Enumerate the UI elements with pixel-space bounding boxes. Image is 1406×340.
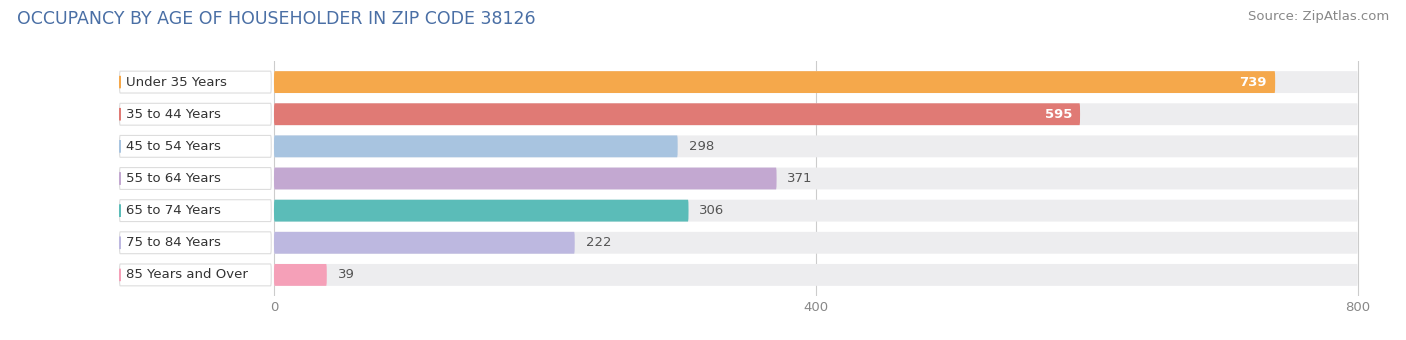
FancyBboxPatch shape: [274, 168, 1358, 189]
FancyBboxPatch shape: [120, 71, 271, 93]
Text: 306: 306: [699, 204, 724, 217]
Text: 222: 222: [585, 236, 612, 249]
FancyBboxPatch shape: [120, 200, 271, 222]
FancyBboxPatch shape: [120, 168, 271, 189]
FancyBboxPatch shape: [120, 135, 271, 157]
Text: 45 to 54 Years: 45 to 54 Years: [125, 140, 221, 153]
FancyBboxPatch shape: [274, 71, 1275, 93]
Text: Under 35 Years: Under 35 Years: [125, 75, 226, 89]
Text: 85 Years and Over: 85 Years and Over: [125, 268, 247, 282]
FancyBboxPatch shape: [120, 103, 271, 125]
Text: 298: 298: [689, 140, 714, 153]
Text: 739: 739: [1240, 75, 1267, 89]
Text: OCCUPANCY BY AGE OF HOUSEHOLDER IN ZIP CODE 38126: OCCUPANCY BY AGE OF HOUSEHOLDER IN ZIP C…: [17, 10, 536, 28]
FancyBboxPatch shape: [274, 71, 1358, 93]
Text: Source: ZipAtlas.com: Source: ZipAtlas.com: [1249, 10, 1389, 23]
Text: 595: 595: [1045, 108, 1071, 121]
FancyBboxPatch shape: [274, 135, 678, 157]
FancyBboxPatch shape: [274, 264, 1358, 286]
Text: 35 to 44 Years: 35 to 44 Years: [125, 108, 221, 121]
Text: 75 to 84 Years: 75 to 84 Years: [125, 236, 221, 249]
FancyBboxPatch shape: [274, 135, 1358, 157]
FancyBboxPatch shape: [274, 232, 575, 254]
FancyBboxPatch shape: [274, 264, 326, 286]
Text: 39: 39: [337, 268, 354, 282]
FancyBboxPatch shape: [274, 200, 689, 222]
Text: 65 to 74 Years: 65 to 74 Years: [125, 204, 221, 217]
FancyBboxPatch shape: [274, 103, 1080, 125]
FancyBboxPatch shape: [274, 232, 1358, 254]
Text: 55 to 64 Years: 55 to 64 Years: [125, 172, 221, 185]
FancyBboxPatch shape: [274, 103, 1358, 125]
FancyBboxPatch shape: [120, 264, 271, 286]
FancyBboxPatch shape: [120, 232, 271, 254]
Text: 371: 371: [787, 172, 813, 185]
FancyBboxPatch shape: [274, 200, 1358, 222]
FancyBboxPatch shape: [274, 168, 776, 189]
